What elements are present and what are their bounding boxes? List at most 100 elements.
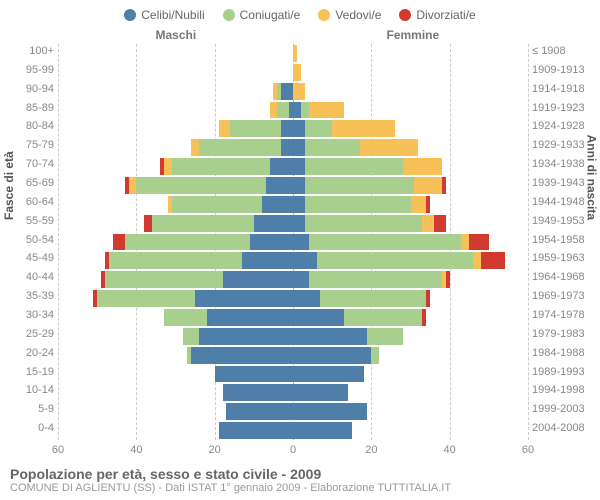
bar-segment-female xyxy=(293,45,297,62)
bar-segment-female xyxy=(293,252,317,269)
table-row xyxy=(58,308,528,327)
table-row xyxy=(58,119,528,138)
x-tick: 60 xyxy=(52,444,64,456)
bar-segment-male xyxy=(160,158,164,175)
y-label-birth: 1984-1988 xyxy=(528,347,600,359)
legend-item: Divorziati/e xyxy=(399,8,475,22)
legend-swatch xyxy=(399,9,411,21)
bar-segment-female xyxy=(305,120,332,137)
bar-segment-male xyxy=(270,102,278,119)
bar-segment-male xyxy=(219,422,293,439)
bar-segment-female xyxy=(293,158,305,175)
y-label-age: 5-9 xyxy=(0,403,58,415)
legend-item: Celibi/Nubili xyxy=(124,8,204,22)
bar-segment-male xyxy=(93,290,97,307)
bar-segment-male xyxy=(144,215,152,232)
bar-segment-female xyxy=(332,120,395,137)
y-label-birth: 1964-1968 xyxy=(528,271,600,283)
y-label-age: 100+ xyxy=(0,45,58,57)
bar-segment-male xyxy=(172,158,270,175)
x-tick: 40 xyxy=(444,444,456,456)
y-label-age: 70-74 xyxy=(0,158,58,170)
legend-item: Coniugati/e xyxy=(223,8,301,22)
table-row xyxy=(58,44,528,63)
bar-segment-male xyxy=(129,177,137,194)
bar-segment-male xyxy=(242,252,293,269)
y-label-birth: 1939-1943 xyxy=(528,177,600,189)
bar-segment-male xyxy=(191,139,199,156)
table-row xyxy=(58,195,528,214)
y-label-age: 50-54 xyxy=(0,234,58,246)
bar-segment-female xyxy=(320,290,426,307)
bar-segment-male xyxy=(191,347,293,364)
bar-segment-male xyxy=(281,139,293,156)
y-label-age: 55-59 xyxy=(0,215,58,227)
y-label-birth: 1979-1983 xyxy=(528,328,600,340)
bar-segment-male xyxy=(105,271,223,288)
bar-segment-male xyxy=(136,177,265,194)
y-label-birth: 1994-1998 xyxy=(528,384,600,396)
legend-label: Celibi/Nubili xyxy=(141,8,204,22)
bar-segment-male xyxy=(273,83,277,100)
y-label-age: 90-94 xyxy=(0,83,58,95)
y-label-birth: ≤ 1908 xyxy=(528,45,600,57)
table-row xyxy=(58,365,528,384)
bar-segment-female xyxy=(422,215,434,232)
bar-segment-male xyxy=(230,120,281,137)
bar-segment-male xyxy=(164,309,207,326)
bar-segment-male xyxy=(187,347,191,364)
bar-segment-female xyxy=(367,328,402,345)
y-label-birth: 1959-1963 xyxy=(528,252,600,264)
bar-segment-female xyxy=(344,309,422,326)
bar-segment-female xyxy=(293,83,305,100)
bar-segment-female xyxy=(309,271,442,288)
table-row xyxy=(58,157,528,176)
bar-segment-male xyxy=(152,215,254,232)
bar-segment-male xyxy=(270,158,294,175)
bar-segment-male xyxy=(172,196,262,213)
y-label-age: 65-69 xyxy=(0,177,58,189)
bar-segment-male xyxy=(223,271,294,288)
y-label-age: 0-4 xyxy=(0,422,58,434)
x-tick: 20 xyxy=(365,444,377,456)
y-label-birth: 1919-1923 xyxy=(528,102,600,114)
table-row xyxy=(58,346,528,365)
y-label-birth: 1989-1993 xyxy=(528,366,600,378)
chart-subtitle: COMUNE DI AGLIENTU (SS) - Dati ISTAT 1° … xyxy=(10,482,590,494)
table-row xyxy=(58,138,528,157)
bar-segment-female xyxy=(309,102,344,119)
bar-segment-female xyxy=(309,234,462,251)
x-tick: 60 xyxy=(522,444,534,456)
bar-segment-female xyxy=(293,271,309,288)
pyramid-chart: { "type":"population-pyramid", "legend":… xyxy=(0,0,600,500)
y-label-birth: 2004-2008 xyxy=(528,422,600,434)
bar-segment-female xyxy=(446,271,450,288)
bar-segment-male xyxy=(226,403,293,420)
table-row xyxy=(58,82,528,101)
legend-swatch xyxy=(223,9,235,21)
bar-segment-male xyxy=(199,139,281,156)
bar-segment-female xyxy=(293,384,348,401)
bar-segment-female xyxy=(403,158,442,175)
y-label-age: 45-49 xyxy=(0,252,58,264)
table-row xyxy=(58,327,528,346)
bar-segment-female xyxy=(360,139,419,156)
table-row xyxy=(58,270,528,289)
bar-segment-female xyxy=(461,234,469,251)
bar-segment-male xyxy=(277,83,281,100)
y-label-age: 25-29 xyxy=(0,328,58,340)
legend-swatch xyxy=(318,9,330,21)
bar-segment-female xyxy=(293,403,367,420)
y-label-birth: 1944-1948 xyxy=(528,196,600,208)
bar-segment-male xyxy=(125,177,129,194)
bar-segment-female xyxy=(434,215,446,232)
x-tick: 40 xyxy=(130,444,142,456)
y-label-birth: 1999-2003 xyxy=(528,403,600,415)
bar-segment-female xyxy=(473,252,481,269)
bar-segment-female xyxy=(293,422,352,439)
bar-segment-male xyxy=(168,196,172,213)
y-label-birth: 1969-1973 xyxy=(528,290,600,302)
bar-segment-female xyxy=(301,102,309,119)
bar-segment-female xyxy=(293,196,305,213)
bar-segment-female xyxy=(305,139,360,156)
